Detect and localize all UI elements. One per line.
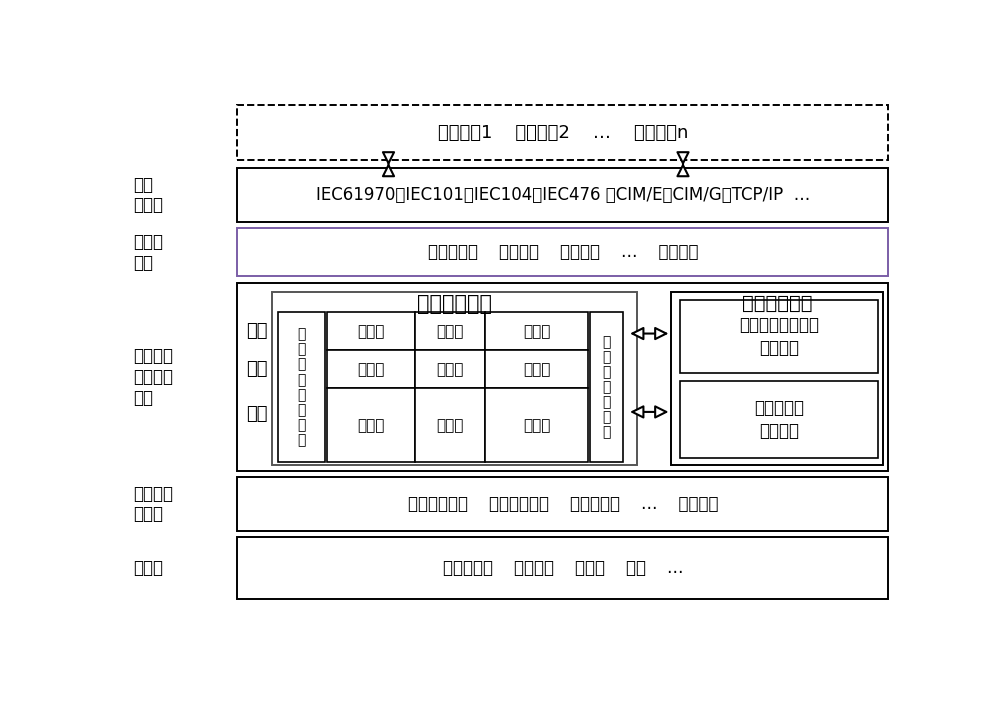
Bar [237,537,888,600]
Bar [237,105,888,160]
Bar [272,292,637,465]
Bar [326,350,415,388]
Bar [680,300,878,373]
Text: 支撑层: 支撑层 [133,559,163,577]
Text: 管理区: 管理区 [523,324,550,339]
Text: 控制区: 控制区 [357,324,384,339]
Text: 控制区: 控制区 [357,418,384,433]
Text: 发电厂控制
仿真系统: 发电厂控制 仿真系统 [754,398,804,441]
Text: 电力系统模型    发电机组模型    变压器模型    …    线路模型: 电力系统模型 发电机组模型 变压器模型 … 线路模型 [408,495,718,513]
Text: 接口
适配层: 接口 适配层 [133,176,163,214]
Text: 源代码验证    功能验证    性能验证    …    安全验证: 源代码验证 功能验证 性能验证 … 安全验证 [428,244,698,262]
Bar [415,350,485,388]
Text: 三级: 三级 [246,405,268,423]
Bar [415,313,485,350]
Bar [485,313,588,350]
Text: 管理区: 管理区 [523,418,550,433]
Text: 生产区: 生产区 [436,362,463,377]
Bar [237,284,888,470]
Bar [485,388,588,462]
Text: 二级: 二级 [246,361,268,378]
Bar [326,388,415,462]
Bar [680,381,878,458]
Bar [671,292,883,465]
Bar [485,350,588,388]
Bar [237,228,888,276]
Bar [237,478,888,531]
Bar [590,313,623,462]
Bar [326,313,415,350]
Text: 全
过
程
安
全
管
理: 全 过 程 安 全 管 理 [602,335,610,440]
Text: 生产区: 生产区 [436,324,463,339]
Bar [415,388,485,462]
Text: 主站仿真系统: 主站仿真系统 [417,294,492,314]
Text: 试验验
证层: 试验验 证层 [133,233,163,272]
Text: 控制区: 控制区 [357,362,384,377]
Text: 电力系统
仿真层: 电力系统 仿真层 [133,485,173,523]
Bar [237,169,888,222]
Text: 物
理
安
全
冗
余
备
用: 物 理 安 全 冗 余 备 用 [298,327,306,447]
Text: 管理区: 管理区 [523,362,550,377]
Text: 被测对象1    被测对象2    …    被测对象n: 被测对象1 被测对象2 … 被测对象n [438,124,688,142]
Text: 厂站仿真系统: 厂站仿真系统 [742,294,812,313]
Text: 生产区: 生产区 [436,418,463,433]
Text: IEC61970、IEC101、IEC104、IEC476 、CIM/E、CIM/G、TCP/IP  …: IEC61970、IEC101、IEC104、IEC476 、CIM/E、CIM… [316,186,810,204]
Text: 计算机设备    操作系统    数据库    网络    …: 计算机设备 操作系统 数据库 网络 … [443,559,683,577]
Bar [278,313,325,462]
Text: 变电站一体化监控
仿真系统: 变电站一体化监控 仿真系统 [739,316,819,357]
Text: 调度自动
化系统仿
真层: 调度自动 化系统仿 真层 [133,347,173,406]
Text: 一级: 一级 [246,322,268,340]
